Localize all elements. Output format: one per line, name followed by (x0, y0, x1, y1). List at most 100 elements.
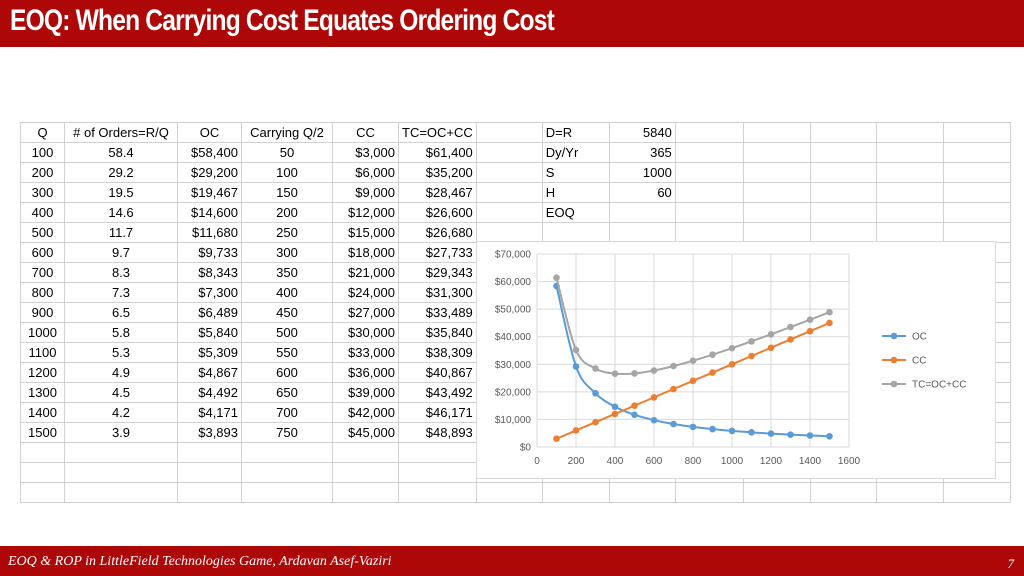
table-cell[interactable]: 1000 (20, 322, 65, 343)
table-cell[interactable]: $31,300 (398, 282, 477, 303)
cell[interactable] (608, 482, 676, 503)
table-cell[interactable]: 58.4 (64, 142, 178, 163)
table-cell[interactable]: $39,000 (332, 382, 399, 403)
cell[interactable] (809, 162, 877, 183)
table-cell[interactable]: $28,467 (398, 182, 477, 203)
cell[interactable] (64, 482, 178, 503)
table-cell[interactable]: 4.2 (64, 402, 178, 423)
cell[interactable] (398, 482, 477, 503)
table-cell[interactable]: 6.5 (64, 302, 178, 323)
cell[interactable] (875, 182, 944, 203)
column-header[interactable]: # of Orders=R/Q (64, 122, 178, 143)
cell[interactable] (809, 142, 877, 163)
table-cell[interactable]: 29.2 (64, 162, 178, 183)
cell[interactable] (742, 122, 811, 143)
table-cell[interactable]: 900 (20, 302, 65, 323)
table-cell[interactable]: $9,733 (177, 242, 242, 263)
cell[interactable] (942, 182, 1011, 203)
table-cell[interactable]: $24,000 (332, 282, 399, 303)
param-label[interactable]: Dy/Yr (541, 142, 610, 163)
table-cell[interactable]: $45,000 (332, 422, 399, 443)
table-cell[interactable]: $36,000 (332, 362, 399, 383)
cell[interactable] (20, 442, 65, 463)
table-cell[interactable]: 800 (20, 282, 65, 303)
cell[interactable] (875, 142, 944, 163)
cell[interactable] (241, 442, 333, 463)
param-value[interactable]: 1000 (608, 162, 676, 183)
cell[interactable] (809, 202, 877, 223)
cell[interactable] (942, 482, 1011, 503)
table-cell[interactable]: 50 (241, 142, 333, 163)
cell[interactable] (64, 462, 178, 483)
table-cell[interactable]: $35,840 (398, 322, 477, 343)
table-cell[interactable]: $19,467 (177, 182, 242, 203)
table-cell[interactable]: 350 (241, 262, 333, 283)
table-cell[interactable]: $61,400 (398, 142, 477, 163)
table-cell[interactable]: 400 (241, 282, 333, 303)
table-cell[interactable]: $11,680 (177, 222, 242, 243)
cell[interactable] (809, 222, 877, 243)
column-header[interactable]: TC=OC+CC (398, 122, 477, 143)
cell[interactable] (475, 202, 543, 223)
cell[interactable] (809, 482, 877, 503)
table-cell[interactable]: 1100 (20, 342, 65, 363)
cell[interactable] (809, 182, 877, 203)
cell[interactable] (742, 202, 811, 223)
param-label[interactable]: S (541, 162, 610, 183)
cell[interactable] (241, 462, 333, 483)
param-value[interactable]: 5840 (608, 122, 676, 143)
cell[interactable] (64, 442, 178, 463)
table-cell[interactable]: $6,000 (332, 162, 399, 183)
table-cell[interactable]: 450 (241, 302, 333, 323)
cell[interactable] (332, 482, 399, 503)
cell[interactable] (942, 122, 1011, 143)
cell[interactable] (674, 482, 744, 503)
cell[interactable] (942, 222, 1011, 243)
table-cell[interactable]: 100 (20, 142, 65, 163)
cell[interactable] (475, 222, 543, 243)
table-cell[interactable]: 5.8 (64, 322, 178, 343)
table-cell[interactable]: $27,733 (398, 242, 477, 263)
cell[interactable] (875, 202, 944, 223)
cell[interactable] (475, 122, 543, 143)
cell[interactable] (475, 162, 543, 183)
table-cell[interactable]: 1300 (20, 382, 65, 403)
table-cell[interactable]: $3,000 (332, 142, 399, 163)
table-cell[interactable]: 11.7 (64, 222, 178, 243)
table-cell[interactable]: $29,343 (398, 262, 477, 283)
table-cell[interactable]: $12,000 (332, 202, 399, 223)
table-cell[interactable]: 14.6 (64, 202, 178, 223)
column-header[interactable]: CC (332, 122, 399, 143)
cell[interactable] (177, 482, 242, 503)
cell[interactable] (398, 462, 477, 483)
table-cell[interactable]: 9.7 (64, 242, 178, 263)
cell[interactable] (875, 222, 944, 243)
table-cell[interactable]: 19.5 (64, 182, 178, 203)
cell[interactable] (608, 222, 676, 243)
cell[interactable] (942, 162, 1011, 183)
table-cell[interactable]: 200 (241, 202, 333, 223)
column-header[interactable]: Q (20, 122, 65, 143)
table-cell[interactable]: 650 (241, 382, 333, 403)
chart-area[interactable]: $0 $10,000 $20,000 $30,000 $40,000 $50,000 $60… (476, 241, 996, 479)
cell[interactable] (809, 122, 877, 143)
table-cell[interactable]: $14,600 (177, 202, 242, 223)
table-cell[interactable]: $33,489 (398, 302, 477, 323)
cell[interactable] (541, 482, 610, 503)
table-cell[interactable]: $7,300 (177, 282, 242, 303)
cell[interactable] (674, 222, 744, 243)
table-cell[interactable]: $3,893 (177, 422, 242, 443)
cell[interactable] (742, 142, 811, 163)
table-cell[interactable]: $5,840 (177, 322, 242, 343)
cell[interactable] (875, 162, 944, 183)
cell[interactable] (541, 222, 610, 243)
param-label[interactable]: EOQ (541, 202, 610, 223)
cell[interactable] (875, 482, 944, 503)
cell[interactable] (475, 482, 543, 503)
table-cell[interactable]: $38,309 (398, 342, 477, 363)
cell[interactable] (674, 182, 744, 203)
cell[interactable] (942, 142, 1011, 163)
cell[interactable] (875, 122, 944, 143)
table-cell[interactable]: $8,343 (177, 262, 242, 283)
cell[interactable] (332, 462, 399, 483)
